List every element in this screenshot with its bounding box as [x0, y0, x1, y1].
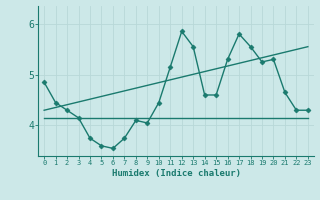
- X-axis label: Humidex (Indice chaleur): Humidex (Indice chaleur): [111, 169, 241, 178]
